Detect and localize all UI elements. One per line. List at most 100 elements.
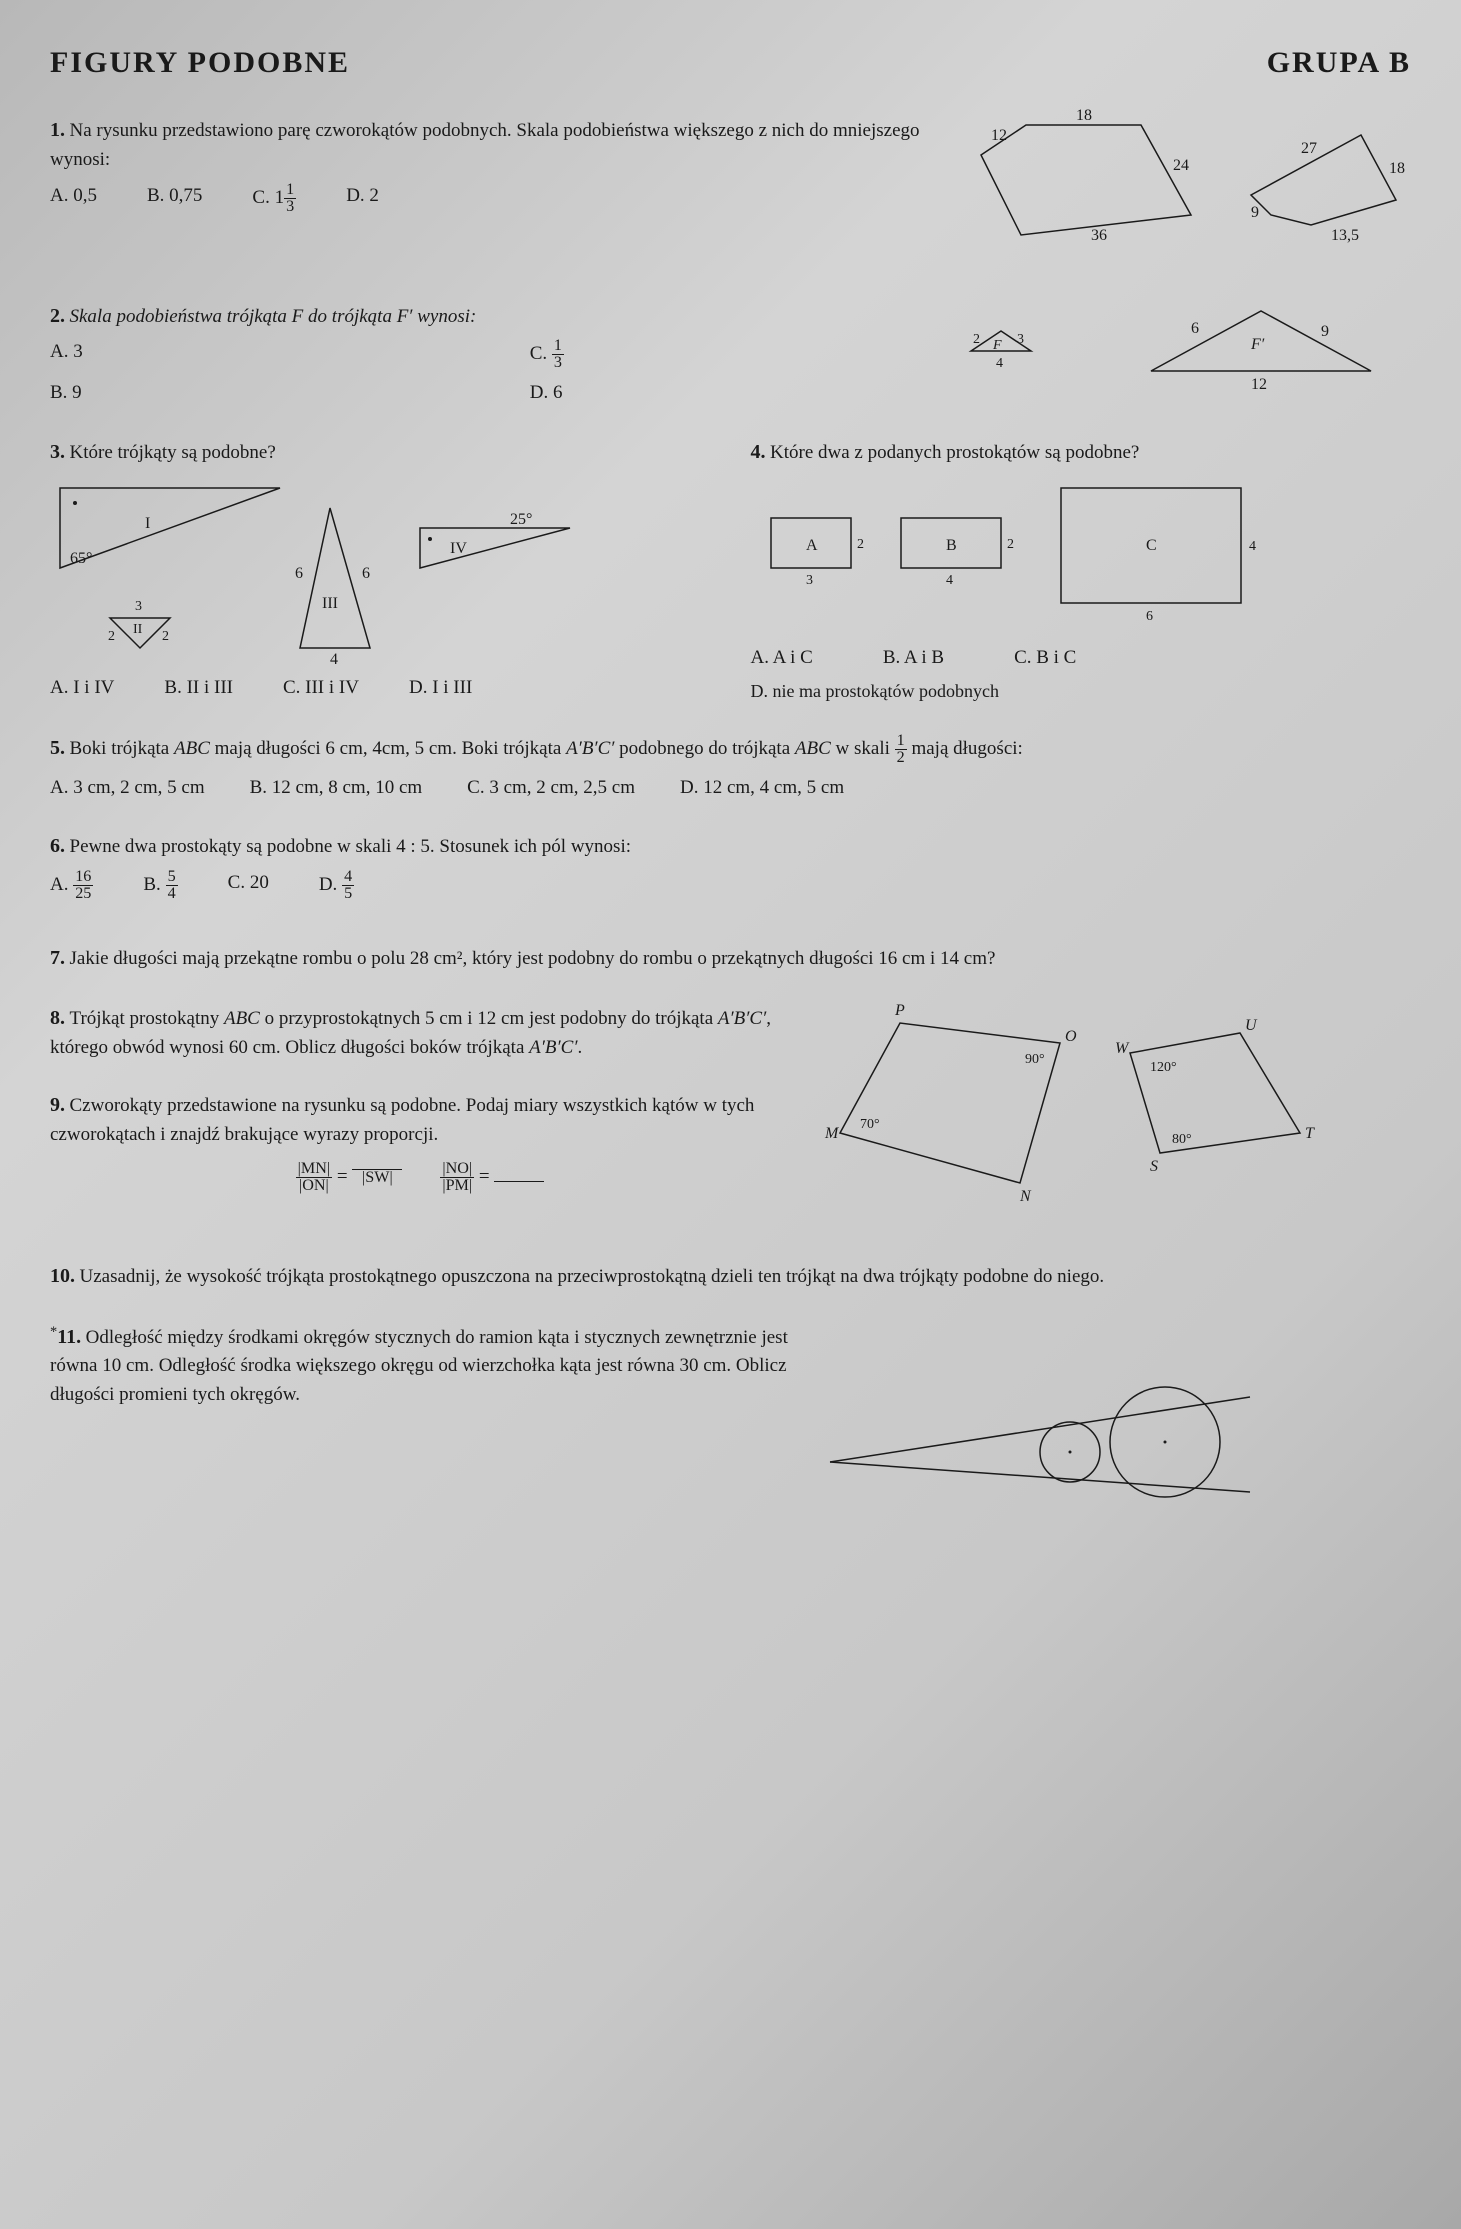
- q5-optB: B. 12 cm, 8 cm, 10 cm: [250, 774, 423, 803]
- q2-optC: C. 13: [530, 338, 931, 371]
- svg-text:T: T: [1305, 1125, 1315, 1142]
- q3-figure: 65° I 3 2 2 II 6 6 4 III 25° IV: [50, 468, 630, 658]
- q2-figure: 2 F 3 4 6 F′ 9 12: [951, 301, 1411, 401]
- svg-text:4: 4: [996, 356, 1003, 371]
- q2-optD: D. 6: [530, 379, 931, 408]
- q7-num: 7.: [50, 947, 65, 969]
- q1-text: Na rysunku przedstawiono parę czworokątó…: [50, 120, 920, 170]
- q1-optA: A. 0,5: [50, 182, 97, 215]
- q2-optB: B. 9: [50, 379, 450, 408]
- q11-num: 11.: [57, 1326, 81, 1348]
- svg-text:4: 4: [1249, 539, 1256, 554]
- question-4: 4. Które dwa z podanych prostokątów są p…: [751, 437, 1412, 705]
- q11-text: Odległość między środkami okręgów styczn…: [50, 1327, 788, 1405]
- svg-text:27: 27: [1301, 140, 1317, 157]
- group-label: GRUPA B: [1267, 40, 1411, 85]
- q6-optD: D. 45: [319, 869, 354, 902]
- svg-text:6: 6: [1191, 320, 1199, 337]
- svg-text:3: 3: [135, 599, 142, 614]
- svg-text:2: 2: [1007, 537, 1014, 552]
- q3-optD: D. I i III: [409, 674, 472, 703]
- svg-text:18: 18: [1076, 107, 1092, 124]
- question-11: *11. Odległość między środkami okręgów s…: [50, 1322, 1411, 1510]
- svg-text:U: U: [1245, 1017, 1258, 1034]
- question-2: 2. Skala podobieństwa trójkąta F do trój…: [50, 301, 1411, 409]
- svg-text:C: C: [1146, 537, 1157, 554]
- question-3: 3. Które trójkąty są podobne? 65° I 3 2 …: [50, 437, 711, 705]
- svg-text:9: 9: [1321, 323, 1329, 340]
- svg-text:B: B: [946, 537, 957, 554]
- svg-text:70°: 70°: [860, 1117, 880, 1132]
- svg-text:W: W: [1115, 1040, 1130, 1057]
- q6-optB: B. 54: [143, 869, 177, 902]
- header: FIGURY PODOBNE GRUPA B: [50, 40, 1411, 85]
- q7-text: Jakie długości mają przekątne rombu o po…: [70, 948, 996, 969]
- q1-optD: D. 2: [346, 182, 379, 215]
- q6-text: Pewne dwa prostokąty są podobne w skali …: [70, 836, 632, 857]
- q4-optC: C. B i C: [1014, 644, 1076, 673]
- q10-num: 10.: [50, 1265, 75, 1287]
- question-9: 9. Czworokąty przedstawione na rysunku s…: [50, 1090, 790, 1194]
- svg-text:25°: 25°: [510, 511, 532, 528]
- q2-optA: A. 3: [50, 338, 450, 371]
- svg-text:13,5: 13,5: [1331, 227, 1359, 244]
- svg-text:9: 9: [1251, 204, 1259, 221]
- svg-text:P: P: [894, 1002, 905, 1019]
- svg-text:II: II: [133, 622, 143, 637]
- svg-text:2: 2: [857, 537, 864, 552]
- q3-optA: A. I i IV: [50, 674, 114, 703]
- q1-figure: 12 18 24 36 27 18 9 13,5: [951, 115, 1411, 265]
- q4-figure: A 2 3 B 2 4 C 4 6: [751, 468, 1351, 628]
- q5-optD: D. 12 cm, 4 cm, 5 cm: [680, 774, 844, 803]
- svg-text:2: 2: [973, 332, 980, 347]
- svg-text:65°: 65°: [70, 550, 92, 567]
- svg-text:M: M: [824, 1125, 840, 1142]
- svg-text:IV: IV: [450, 540, 467, 557]
- svg-text:3: 3: [806, 573, 813, 588]
- svg-text:I: I: [145, 515, 150, 532]
- svg-text:6: 6: [295, 565, 303, 582]
- q5-text: Boki trójkąta ABC mają długości 6 cm, 4c…: [70, 738, 1023, 759]
- svg-text:6: 6: [1146, 609, 1153, 624]
- q6-optA: A. 1625: [50, 869, 93, 902]
- q6-num: 6.: [50, 835, 65, 857]
- q6-optC: C. 20: [228, 869, 269, 902]
- q4-num: 4.: [751, 441, 766, 463]
- question-6: 6. Pewne dwa prostokąty są podobne w ska…: [50, 831, 1411, 903]
- svg-text:120°: 120°: [1150, 1060, 1177, 1075]
- q4-optA: A. A i C: [751, 644, 813, 673]
- svg-text:N: N: [1019, 1188, 1032, 1205]
- svg-text:3: 3: [1017, 332, 1024, 347]
- q4-optB: B. A i B: [883, 644, 944, 673]
- q10-text: Uzasadnij, że wysokość trójkąta prostoką…: [80, 1266, 1105, 1287]
- svg-text:80°: 80°: [1172, 1132, 1192, 1147]
- question-7: 7. Jakie długości mają przekątne rombu o…: [50, 943, 1411, 974]
- q5-optA: A. 3 cm, 2 cm, 5 cm: [50, 774, 205, 803]
- q4-optD: D. nie ma prostokątów podobnych: [751, 681, 999, 701]
- svg-text:A: A: [806, 537, 818, 554]
- q2-text: Skala podobieństwa trójkąta F do trójkąt…: [70, 306, 477, 327]
- q5-optC: C. 3 cm, 2 cm, 2,5 cm: [467, 774, 635, 803]
- q9-text: Czworokąty przedstawione na rysunku są p…: [50, 1095, 754, 1145]
- q9-proportion: |MN||ON| = |SW| |NO||PM| =: [50, 1161, 790, 1194]
- q3-text: Które trójkąty są podobne?: [70, 442, 276, 463]
- q9-figure: P O M N 90° 70° W U T S 120° 80°: [810, 1003, 1330, 1223]
- q3-optB: B. II i III: [164, 674, 233, 703]
- q1-num: 1.: [50, 119, 65, 141]
- svg-text:18: 18: [1389, 160, 1405, 177]
- q9-num: 9.: [50, 1094, 65, 1116]
- q5-num: 5.: [50, 737, 65, 759]
- question-5: 5. Boki trójkąta ABC mają długości 6 cm,…: [50, 733, 1411, 803]
- svg-text:4: 4: [330, 651, 338, 668]
- q11-figure: [810, 1322, 1270, 1502]
- svg-text:24: 24: [1173, 157, 1189, 174]
- svg-text:2: 2: [108, 629, 115, 644]
- q1-optB: B. 0,75: [147, 182, 202, 215]
- svg-text:2: 2: [162, 629, 169, 644]
- svg-text:F′: F′: [1250, 336, 1265, 353]
- q3-num: 3.: [50, 441, 65, 463]
- q8-text: Trójkąt prostokątny ABC o przyprostokątn…: [50, 1008, 771, 1058]
- q2-num: 2.: [50, 305, 65, 327]
- svg-text:12: 12: [1251, 376, 1267, 393]
- q3-optC: C. III i IV: [283, 674, 359, 703]
